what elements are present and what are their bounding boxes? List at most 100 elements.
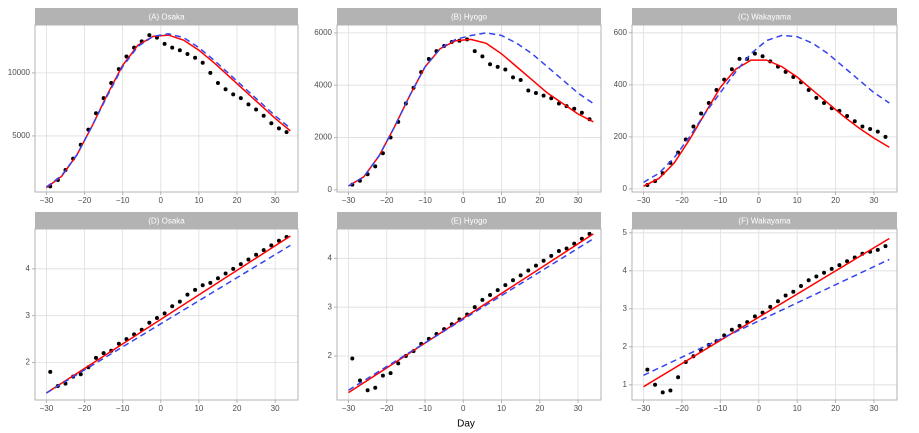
x-tick-label: 30 [271,404,280,413]
data-point [177,299,182,304]
data-point [541,93,546,98]
data-point [729,327,734,332]
x-tick-label: 30 [574,196,583,205]
data-point [162,41,167,46]
x-tick-label: −20 [78,196,92,205]
data-point [556,101,561,106]
data-point [526,268,531,273]
data-point [284,130,289,135]
data-point [124,54,129,59]
data-point [480,54,485,59]
strip [632,212,897,229]
data-point [208,280,213,285]
data-point [511,278,515,283]
x-tick-label: 20 [831,196,840,205]
y-tick-label: 400 [614,80,628,89]
data-point [269,121,274,126]
data-point [511,75,515,80]
data-point [215,276,220,281]
y-tick-label: 2000 [314,133,332,142]
x-tick-label: −20 [380,196,394,205]
fit-curve [45,34,291,189]
data-point [238,96,243,101]
y-tick-label: 2 [328,351,333,360]
data-point [653,382,658,387]
panel: (D) Osaka −30 −20 −10 0 10 20 30 2 3 4 [26,212,299,413]
data-point [845,114,850,119]
data-point [208,70,213,75]
data-point [396,361,401,366]
dashed-curve [643,34,890,184]
dashed-curve [348,238,594,391]
strip [337,8,601,25]
data-point [488,292,493,297]
x-tick-label: −10 [116,404,130,413]
data-point [238,262,243,267]
data-point [875,247,880,252]
data-point [170,45,175,50]
data-point [269,243,274,248]
x-tick-label: −30 [637,404,651,413]
x-tick-label: −20 [675,196,689,205]
data-point [541,258,546,263]
data-point [806,88,811,93]
x-tick-label: 10 [793,404,802,413]
data-point [668,388,673,393]
y-tick-label: 0 [623,184,628,193]
x-tick-label: 30 [870,404,879,413]
data-point [193,287,198,292]
data-point [579,236,584,241]
panel-title: (E) Hyogo [451,217,488,226]
data-point [101,351,106,356]
data-point [775,299,780,304]
dashed-curve [643,258,890,376]
data-point [729,67,734,72]
data-point [760,54,765,59]
panel-border [631,228,898,401]
x-tick-label: 10 [497,196,506,205]
y-tick-label: 4 [623,266,628,275]
data-point [518,273,523,278]
data-point [556,248,561,253]
data-point [48,369,53,374]
y-tick-label: 0 [328,185,333,194]
y-tick-label: 10000 [8,68,31,77]
data-point [170,304,175,309]
panel-title: (F) Wakayama [738,217,791,226]
x-tick-label: −20 [675,404,689,413]
data-point [380,373,385,378]
data-point [177,48,182,53]
x-tick-label: −10 [418,404,432,413]
data-point [814,274,819,279]
data-point [154,316,159,321]
data-point [246,102,251,107]
data-point [783,293,788,298]
data-point [822,270,827,275]
data-point [875,129,880,134]
panel-title: (D) Osaka [148,217,185,226]
y-tick-label: 200 [614,132,628,141]
data-point [223,87,228,92]
data-point [373,385,378,390]
y-tick-label: 6000 [314,28,332,37]
fit-curve [643,237,890,388]
data-point [231,92,236,97]
data-point [737,56,742,61]
data-point [373,164,378,169]
x-tick-label: 0 [159,196,164,205]
y-tick-label: 4000 [314,80,332,89]
panel: (F) Wakayama −30 −20 −10 0 10 20 30 1 2 3 4 5 [623,212,898,413]
data-point [185,51,190,56]
data-point [472,49,477,54]
x-tick-label: 30 [574,404,583,413]
data-point [254,252,259,257]
data-point [215,80,220,85]
data-point [737,323,742,328]
x-tick-label: 10 [194,404,203,413]
x-tick-label: 10 [194,196,203,205]
fit-curve [643,59,890,187]
x-tick-label: 20 [233,196,242,205]
data-point [365,388,370,393]
x-axis-label: Day [457,419,475,430]
